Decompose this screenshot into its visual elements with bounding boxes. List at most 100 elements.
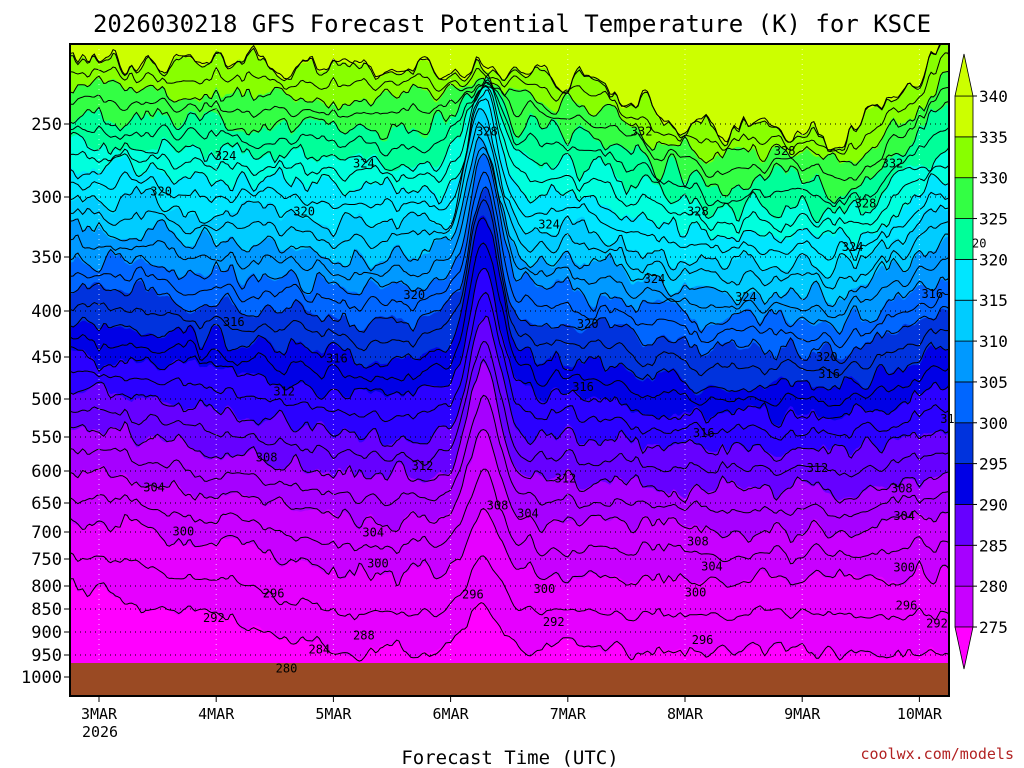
x-tick-label: 3MAR bbox=[81, 705, 118, 723]
contour-line bbox=[70, 81, 949, 182]
contour-line bbox=[70, 551, 949, 622]
contour-label: 296 bbox=[263, 586, 285, 600]
colorbar-label: 285 bbox=[979, 536, 1008, 555]
y-tick-label: 700 bbox=[31, 523, 62, 543]
contour-label: 320 bbox=[293, 205, 315, 219]
contour-label: 324 bbox=[215, 149, 237, 163]
colorbar-label: 305 bbox=[979, 373, 1008, 392]
contour-lines bbox=[70, 44, 949, 662]
contour-line bbox=[70, 98, 949, 261]
y-tick-label: 450 bbox=[31, 348, 62, 368]
contour-label: 316 bbox=[572, 380, 594, 394]
colorbar-box bbox=[954, 381, 974, 424]
y-tick-label: 650 bbox=[31, 494, 62, 514]
contour-line bbox=[70, 70, 949, 166]
colorbar-box bbox=[954, 177, 974, 219]
contour-line bbox=[70, 89, 949, 251]
y-tick-label: 600 bbox=[31, 462, 62, 482]
colorbar-box bbox=[954, 218, 974, 260]
contour-label: 328 bbox=[855, 197, 877, 211]
contour-label: 308 bbox=[891, 482, 913, 496]
x-tick-label: 9MAR bbox=[784, 705, 821, 723]
contour-line bbox=[70, 578, 949, 662]
contour-label: 308 bbox=[487, 499, 509, 513]
contour-label: 292 bbox=[926, 616, 948, 630]
contour-label: 292 bbox=[543, 615, 565, 629]
contour-line bbox=[70, 199, 949, 377]
y-tick-label: 1000 bbox=[21, 668, 62, 688]
plot-frame bbox=[69, 43, 950, 697]
contour-line bbox=[70, 428, 949, 544]
colorbar-label: 295 bbox=[979, 455, 1008, 474]
contour-label: 304 bbox=[517, 506, 539, 520]
potential-temperature-fill bbox=[70, 44, 949, 696]
colorbar-box bbox=[954, 585, 974, 628]
contour-line bbox=[70, 52, 949, 155]
contour-label: 320 bbox=[816, 350, 838, 364]
contour-label: 300 bbox=[367, 556, 389, 570]
y-tick-label: 850 bbox=[31, 600, 62, 620]
contour-line bbox=[70, 79, 949, 208]
y-tick-label: 400 bbox=[31, 302, 62, 322]
colorbar-box bbox=[954, 463, 974, 505]
colorbar-label: 320 bbox=[979, 250, 1008, 269]
colorbar-label: 280 bbox=[979, 577, 1008, 596]
contour-label: 332 bbox=[882, 156, 904, 170]
contour-label: 312 bbox=[555, 471, 577, 485]
contour-label: 300 bbox=[534, 582, 556, 596]
contour-line bbox=[70, 291, 949, 441]
contour-label: 280 bbox=[276, 661, 298, 675]
colorbar-label: 340 bbox=[979, 87, 1008, 106]
colorbar-label: 325 bbox=[979, 210, 1008, 229]
contour-label: 284 bbox=[308, 642, 330, 656]
contour-label: 296 bbox=[692, 633, 714, 647]
contour-line bbox=[70, 73, 949, 204]
colorbar-box bbox=[954, 258, 974, 301]
credit-text: coolwx.com/models bbox=[860, 745, 1014, 763]
colorbar-box bbox=[954, 136, 974, 179]
contour-label: 308 bbox=[256, 451, 278, 465]
contour-line bbox=[70, 315, 949, 462]
colorbar: 275 280 285 290 295 300 305 310 315 320 325 330 335 3… bbox=[954, 53, 1008, 670]
contour-line bbox=[70, 44, 949, 152]
contour-label: 316 bbox=[326, 352, 348, 366]
y-tick-label: 250 bbox=[31, 115, 62, 135]
x-axis: 2026 3MAR 4MAR 5MAR 6MAR 7MAR 8MAR 9MAR 10MAR bbox=[81, 696, 943, 741]
x-tick-label: 5MAR bbox=[315, 705, 352, 723]
colorbar-box bbox=[954, 95, 974, 138]
contour-label: 312 bbox=[412, 459, 434, 473]
contour-label: 312 bbox=[273, 385, 295, 399]
y-tick-label: 750 bbox=[31, 550, 62, 570]
y-tick-label: 950 bbox=[31, 646, 62, 666]
colorbar-box bbox=[954, 504, 974, 546]
contour-label: 324 bbox=[842, 240, 864, 254]
y-axis: 250 300 350 400 450 500 550 600 650 700 750 800 850 9… bbox=[21, 115, 70, 688]
contour-label: 316 bbox=[223, 315, 245, 329]
y-tick-label: 550 bbox=[31, 428, 62, 448]
contour-line bbox=[70, 135, 949, 308]
x-tick-year: 2026 bbox=[82, 723, 118, 741]
contour-line bbox=[70, 340, 949, 478]
contour-label: 320 bbox=[577, 317, 599, 331]
contour-label: 300 bbox=[893, 560, 915, 574]
x-tick-label: 8MAR bbox=[667, 705, 704, 723]
contour-label: 328 bbox=[476, 125, 498, 139]
contour-label: 292 bbox=[203, 611, 225, 625]
colorbar-arrow-bottom bbox=[954, 626, 974, 670]
contour-label: 296 bbox=[896, 599, 918, 613]
contour-line bbox=[70, 394, 949, 519]
contour-label: 304 bbox=[362, 525, 384, 539]
contour-label: 324 bbox=[644, 272, 666, 286]
colorbar-label: 315 bbox=[979, 291, 1008, 310]
ground-layer bbox=[70, 663, 949, 696]
colorbar-box bbox=[954, 544, 974, 587]
contour-line bbox=[70, 507, 949, 588]
colorbar-label: 310 bbox=[979, 332, 1008, 351]
colorbar-label: 290 bbox=[979, 495, 1008, 514]
x-tick-label: 7MAR bbox=[550, 705, 587, 723]
colorbar-arrow-top bbox=[954, 53, 974, 97]
y-tick-label: 300 bbox=[31, 188, 62, 208]
grid-lines bbox=[70, 44, 949, 696]
chart-title: 2026030218 GFS Forecast Potential Temper… bbox=[93, 10, 931, 38]
contour-label: 316 bbox=[693, 426, 715, 440]
